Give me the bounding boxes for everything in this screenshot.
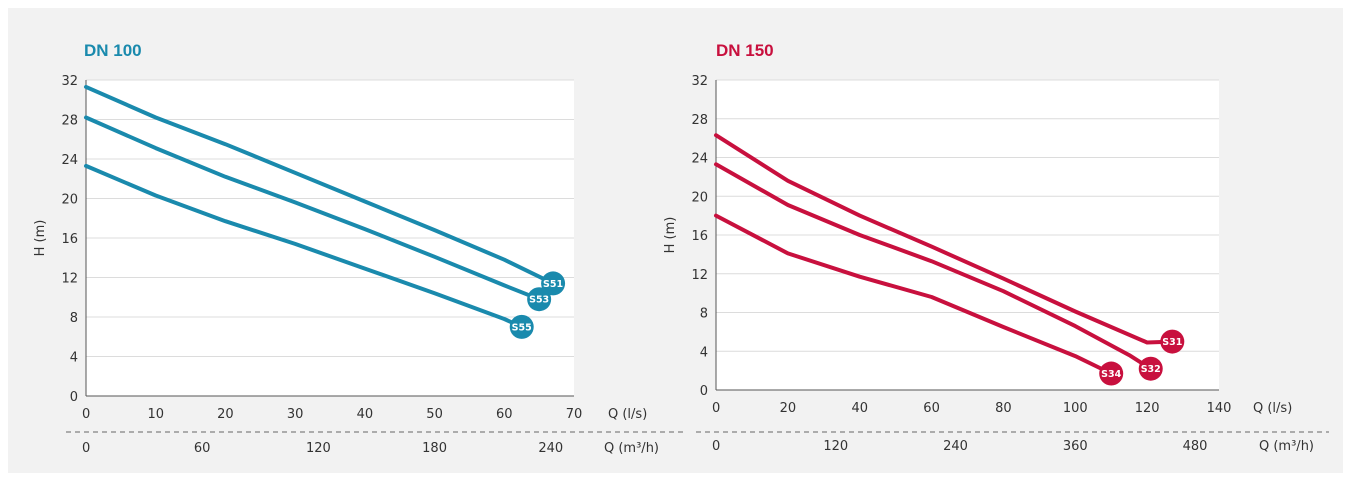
x-tick-label: 80: [995, 401, 1012, 416]
x-tick-label: 20: [217, 407, 234, 422]
x-tick-label: 120: [1135, 401, 1160, 416]
secondary-x-tick-label: 240: [538, 441, 563, 456]
y-tick-label: 20: [691, 190, 708, 205]
series-line-s31: [714, 133, 1175, 345]
y-tick-label: 0: [700, 384, 708, 399]
y-tick-label: 0: [70, 390, 78, 405]
x-axis-label: Q (l/s): [1253, 401, 1292, 416]
y-tick-label: 24: [691, 152, 708, 167]
x-tick-label: 50: [426, 407, 443, 422]
x-tick-label: 100: [1063, 401, 1088, 416]
y-tick-label: 32: [61, 74, 78, 89]
secondary-x-tick-label: 360: [1063, 439, 1088, 454]
series-badge-s53: S53: [527, 287, 552, 312]
y-tick-label: 4: [700, 345, 708, 360]
secondary-x-tick-label: 120: [306, 441, 331, 456]
y-axis-label: H (m): [663, 217, 678, 254]
x-tick-label: 140: [1207, 401, 1232, 416]
y-tick-label: 4: [70, 351, 78, 366]
secondary-x-axis-label: Q (m³/h): [604, 441, 659, 456]
secondary-x-tick-label: 180: [422, 441, 447, 456]
badge-label: S53: [529, 295, 549, 306]
badge-label: S34: [1101, 369, 1121, 380]
x-tick-label: 20: [780, 401, 797, 416]
x-axis-label: Q (l/s): [608, 407, 647, 422]
y-tick-label: 8: [700, 307, 708, 322]
series-line-s53: [84, 115, 542, 302]
y-tick-label: 24: [61, 153, 78, 168]
x-tick-label: 40: [851, 401, 868, 416]
badge-circle: [527, 287, 552, 312]
chart-title: DN 150: [716, 41, 774, 60]
secondary-x-tick-label: 0: [712, 439, 720, 454]
y-axis-label: H (m): [33, 220, 48, 257]
y-tick-label: 8: [70, 311, 78, 326]
series-line-s32: [714, 162, 1153, 371]
series-line-s55: [84, 163, 524, 329]
chart-1: DN 150 0 4 8 12 16 20 24 28 32 H (m) 0 20 40 60 80 100 12…: [663, 41, 1329, 454]
series-badge-s34: S34: [1099, 361, 1124, 386]
chart-0: DN 100 0 4 8 12 16 20 24 28 32 H (m) 0 10 20 30 40 50 60 7…: [33, 41, 684, 456]
badge-circle: [509, 314, 534, 339]
chart-title: DN 100: [84, 41, 142, 60]
y-tick-label: 12: [61, 272, 78, 287]
x-tick-label: 60: [496, 407, 513, 422]
x-tick-label: 60: [923, 401, 940, 416]
x-tick-label: 0: [82, 407, 90, 422]
series-badge-s31: S31: [1160, 329, 1185, 354]
y-tick-label: 20: [61, 193, 78, 208]
secondary-x-axis-label: Q (m³/h): [1259, 439, 1314, 454]
secondary-x-tick-label: 240: [943, 439, 968, 454]
secondary-x-tick-label: 120: [823, 439, 848, 454]
secondary-x-tick-label: 60: [194, 441, 211, 456]
badge-circle: [1160, 329, 1185, 354]
y-tick-label: 12: [691, 268, 708, 283]
badge-circle: [1138, 356, 1163, 381]
series-line-s51: [84, 84, 556, 286]
badge-label: S51: [543, 279, 563, 290]
series-badge-s51: S51: [541, 271, 566, 296]
x-tick-label: 0: [712, 401, 720, 416]
y-tick-label: 16: [61, 232, 78, 247]
y-tick-label: 28: [691, 113, 708, 128]
series-badge-s55: S55: [509, 314, 534, 339]
badge-label: S32: [1141, 364, 1161, 375]
x-tick-label: 10: [147, 407, 164, 422]
y-tick-label: 28: [61, 114, 78, 129]
x-tick-label: 40: [357, 407, 374, 422]
secondary-x-tick-label: 480: [1183, 439, 1208, 454]
secondary-x-tick-label: 0: [82, 441, 90, 456]
x-tick-label: 70: [566, 407, 583, 422]
badge-circle: [541, 271, 566, 296]
badge-circle: [1099, 361, 1124, 386]
y-tick-label: 16: [691, 229, 708, 244]
badge-label: S31: [1162, 337, 1182, 348]
series-badge-s32: S32: [1138, 356, 1163, 381]
badge-label: S55: [512, 322, 532, 333]
series-line-s34: [714, 213, 1114, 376]
x-tick-label: 30: [287, 407, 304, 422]
y-tick-label: 32: [691, 74, 708, 89]
